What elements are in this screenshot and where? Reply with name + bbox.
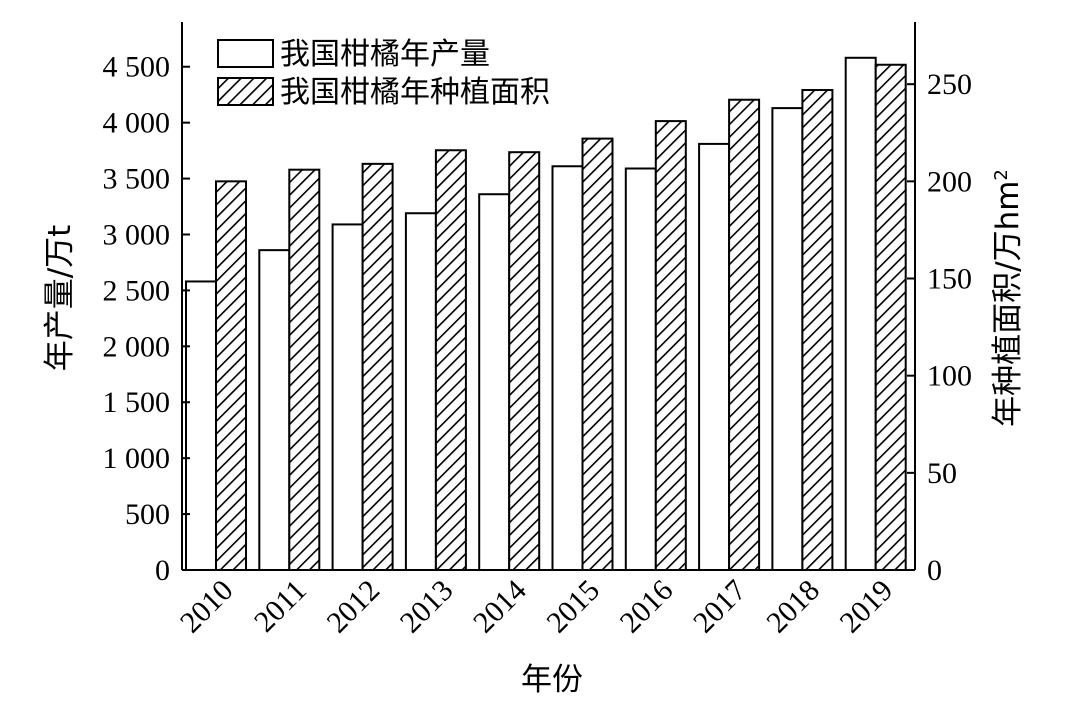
left-tick-label: 4 500 <box>103 51 171 84</box>
right-tick-label: 200 <box>927 165 972 198</box>
bar-production-2014 <box>478 193 511 571</box>
right-axis-title-superscript: 2 <box>991 169 1012 180</box>
x-tick-label: 2018 <box>760 574 826 640</box>
legend-swatch-production <box>217 39 274 68</box>
x-tick-label: 2019 <box>834 574 900 640</box>
left-tick-label: 0 <box>155 554 170 587</box>
right-tick-label: 150 <box>927 263 972 296</box>
legend-swatch-area <box>217 77 274 106</box>
bar-area-2019 <box>874 63 907 571</box>
bar-area-2013 <box>434 149 467 572</box>
bar-area-2012 <box>361 162 394 571</box>
bar-area-2010 <box>215 180 247 572</box>
left-tick-label: 3 000 <box>103 218 171 251</box>
right-tick-label: 0 <box>927 554 942 587</box>
x-tick-label: 2011 <box>248 574 313 639</box>
x-tick-label: 2013 <box>394 574 460 640</box>
right-axis-title: 年种植面积/万hm2 <box>990 169 1026 427</box>
bar-production-2015 <box>551 165 584 572</box>
bar-production-2018 <box>771 107 804 571</box>
axes <box>181 22 916 571</box>
bar-area-2015 <box>581 137 614 572</box>
bar-area-2016 <box>654 120 687 571</box>
bar-area-2018 <box>801 89 834 571</box>
bar-area-2017 <box>728 98 761 571</box>
bar-production-2011 <box>258 249 291 571</box>
x-tick-label: 2014 <box>467 574 533 640</box>
left-tick-label: 2 500 <box>103 274 171 307</box>
right-tick-label: 100 <box>927 360 972 393</box>
x-tick-label: 2016 <box>614 574 680 640</box>
left-tick-label: 500 <box>125 498 170 531</box>
left-axis-title: 年产量/万t <box>42 225 78 372</box>
x-axis-ticks: 2010 2011 2012 2013 2014 2015 2016 2017 2018 2019 <box>174 574 899 640</box>
left-tick-label: 1 000 <box>103 442 171 475</box>
bar-production-2019 <box>844 56 877 571</box>
right-axis-ticks: 0 50 100 150 200 250 <box>907 68 972 587</box>
bar-production-2017 <box>698 142 731 571</box>
left-axis-ticks: 0 500 1 000 1 500 2 000 2 500 3 000 3 500 4 000 4… <box>103 51 190 587</box>
left-tick-label: 1 500 <box>103 386 171 419</box>
legend-label-production: 我国柑橘年产量 <box>280 37 490 72</box>
x-tick-label: 2017 <box>687 574 753 640</box>
bar-area-2011 <box>288 168 321 571</box>
x-tick-label: 2010 <box>174 574 240 640</box>
left-tick-label: 3 500 <box>103 163 171 196</box>
bar-production-2013 <box>404 212 437 571</box>
x-tick-label: 2015 <box>540 574 606 640</box>
legend-label-area: 我国柑橘年种植面积 <box>280 75 550 110</box>
legend: 我国柑橘年产量 我国柑橘年种植面积 <box>217 37 550 110</box>
left-tick-label: 2 000 <box>103 330 171 363</box>
right-tick-label: 250 <box>927 68 972 101</box>
right-tick-label: 50 <box>927 457 957 490</box>
right-axis-title-text: 年种植面积/万hm <box>990 181 1026 427</box>
bar-production-2016 <box>624 167 657 571</box>
x-tick-label: 2012 <box>320 574 386 640</box>
bar-production-2012 <box>331 223 364 571</box>
bar-group <box>185 56 907 572</box>
x-axis-title: 年份 <box>521 662 583 698</box>
left-tick-label: 4 000 <box>103 107 171 140</box>
bar-production-2010 <box>185 280 217 571</box>
bar-area-2014 <box>508 151 541 571</box>
